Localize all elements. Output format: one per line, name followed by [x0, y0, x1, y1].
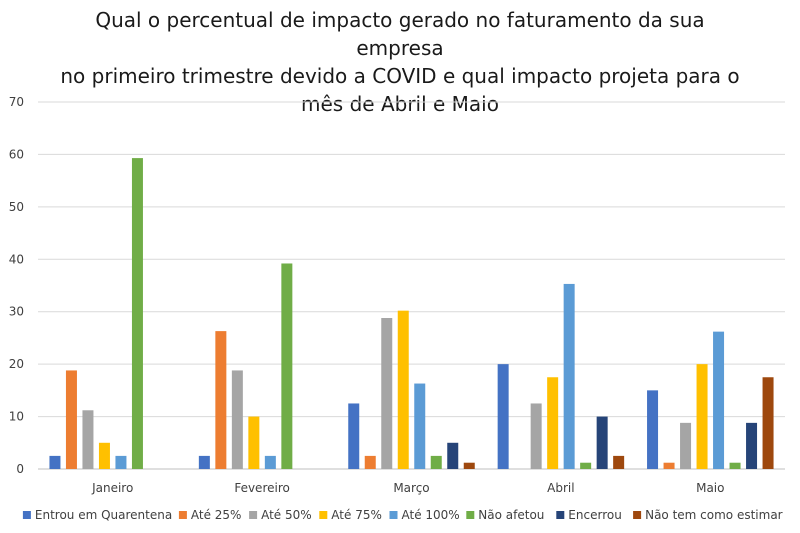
y-tick-label: 10	[9, 410, 24, 424]
bar-março-7	[463, 462, 475, 469]
bar-maio-1	[663, 462, 675, 469]
bar-fevereiro-0	[198, 455, 210, 469]
bar-maio-0	[647, 390, 659, 469]
legend-swatch-0	[22, 511, 31, 519]
legend-swatch-6	[556, 511, 565, 519]
y-tick-label: 0	[16, 462, 24, 476]
legend-label-7: Não tem como estimar	[645, 508, 783, 522]
bar-maio-2	[680, 422, 692, 469]
bar-fevereiro-5	[281, 263, 293, 469]
y-tick-label: 60	[9, 147, 24, 161]
legend-label-5: Não afetou	[478, 508, 544, 522]
bar-maio-6	[746, 422, 758, 469]
legend-label-3: Até 75%	[331, 508, 382, 522]
x-tick-label: Fevereiro	[234, 481, 290, 495]
chart-title: Qual o percentual de impacto gerado no f…	[60, 6, 740, 118]
bar-janeiro-0	[49, 455, 61, 469]
bar-janeiro-1	[65, 370, 77, 469]
bar-março-3	[397, 310, 409, 469]
y-tick-label: 50	[9, 200, 24, 214]
bar-fevereiro-3	[248, 416, 260, 469]
bar-março-1	[364, 455, 376, 469]
x-tick-label: Maio	[696, 481, 724, 495]
chart-title-line-2: no primeiro trimestre devido a COVID e q…	[60, 64, 740, 88]
y-tick-label: 30	[9, 305, 24, 319]
legend-swatch-4	[389, 511, 398, 519]
bar-abril-4	[563, 283, 575, 469]
bar-abril-7	[613, 455, 625, 469]
bar-abril-6	[596, 416, 608, 469]
y-tick-label: 20	[9, 357, 24, 371]
bar-maio-4	[713, 331, 725, 469]
bar-fevereiro-2	[231, 370, 243, 469]
legend-swatch-1	[178, 511, 187, 519]
legend-swatch-5	[466, 511, 475, 519]
chart-title-line-3: mês de Abril e Maio	[301, 92, 499, 116]
bar-janeiro-5	[131, 158, 143, 469]
legend-label-4: Até 100%	[402, 508, 460, 522]
bar-abril-5	[580, 462, 592, 469]
legend-swatch-7	[633, 511, 642, 519]
legend-swatch-3	[319, 511, 328, 519]
bar-janeiro-4	[115, 455, 127, 469]
bar-março-6	[447, 442, 459, 469]
bar-fevereiro-1	[215, 331, 227, 469]
bar-maio-7	[762, 377, 774, 469]
legend-label-0: Entrou em Quarentena	[35, 508, 172, 522]
x-tick-label: Março	[393, 481, 429, 495]
chart-title-line-1: Qual o percentual de impacto gerado no f…	[95, 8, 705, 60]
bar-abril-3	[547, 377, 559, 469]
legend-label-6: Encerrou	[568, 508, 622, 522]
bar-fevereiro-4	[264, 455, 276, 469]
y-tick-label: 40	[9, 252, 24, 266]
bar-abril-2	[530, 403, 542, 469]
bar-abril-0	[497, 364, 509, 469]
bar-janeiro-3	[98, 442, 110, 469]
bar-maio-5	[729, 462, 741, 469]
x-tick-label: Abril	[547, 481, 574, 495]
legend-label-2: Até 50%	[261, 508, 312, 522]
legend-label-1: Até 25%	[191, 508, 242, 522]
x-tick-label: Janeiro	[91, 481, 133, 495]
bar-março-4	[414, 383, 426, 469]
bar-março-0	[348, 403, 360, 469]
bar-março-2	[381, 318, 393, 469]
legend-swatch-2	[249, 511, 258, 519]
bar-março-5	[430, 455, 442, 469]
y-tick-label: 70	[9, 95, 24, 109]
bar-janeiro-2	[82, 410, 94, 469]
bar-maio-3	[696, 364, 708, 469]
